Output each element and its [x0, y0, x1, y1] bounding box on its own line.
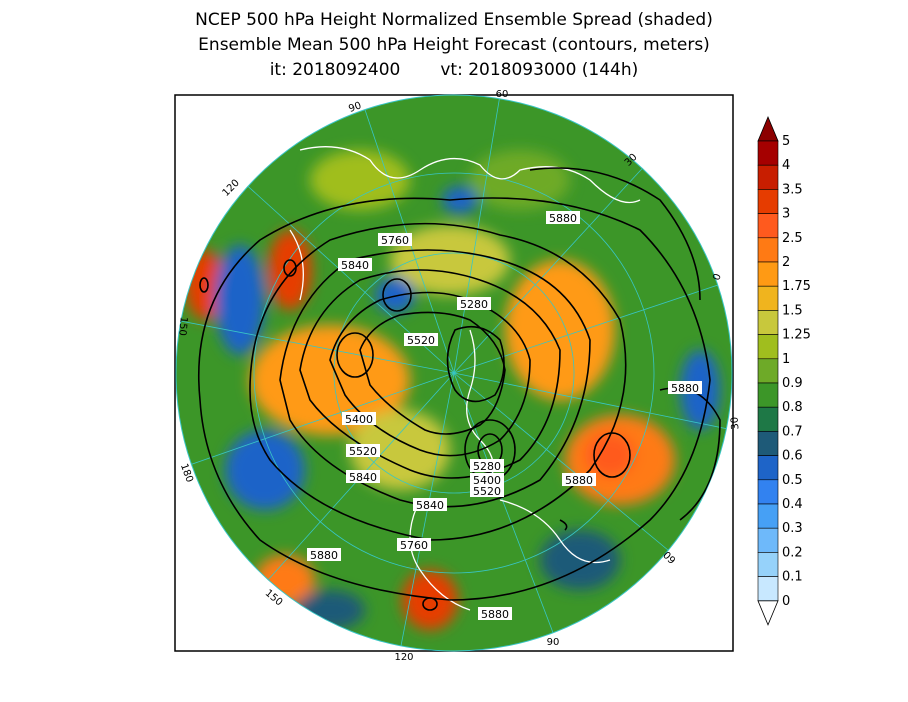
title-line-2: Ensemble Mean 500 hPa Height Forecast (c…: [198, 35, 710, 55]
colorbar-label: 0.9: [782, 376, 803, 391]
svg-text:5400: 5400: [345, 413, 373, 426]
colorbar-swatch: [757, 310, 779, 335]
colorbar-label: 0.7: [782, 424, 803, 439]
contour-label: 5840: [338, 258, 372, 272]
svg-text:5840: 5840: [349, 471, 377, 484]
colorbar-swatch: [757, 503, 779, 529]
colorbar-label: 0.8: [782, 400, 803, 415]
svg-text:5880: 5880: [671, 382, 699, 395]
svg-text:5520: 5520: [349, 445, 377, 458]
contour-label: 5280: [470, 459, 504, 473]
svg-text:5760: 5760: [400, 539, 428, 552]
contour-label: 5880: [478, 607, 512, 621]
colorbar-label: 0.3: [782, 521, 803, 536]
init-time: it: 2018092400: [269, 60, 401, 80]
lon-label: 30: [729, 416, 741, 430]
contour-label: 5520: [346, 444, 380, 458]
colorbar-swatch: [757, 406, 779, 432]
lon-label: 60: [496, 89, 509, 100]
map-boundary: [175, 94, 733, 652]
lon-label: 90: [547, 637, 560, 648]
colorbar-swatch: [757, 358, 779, 384]
colorbar-swatch: [757, 213, 779, 239]
colorbar-label: 0.4: [782, 497, 803, 512]
contour-label: 5520: [470, 484, 504, 498]
contour-label: 5400: [342, 412, 376, 426]
svg-text:5840: 5840: [416, 499, 444, 512]
svg-text:5400: 5400: [473, 474, 501, 487]
colorbar-swatch: [757, 285, 779, 311]
svg-text:5880: 5880: [310, 549, 338, 562]
colorbar-label: 2.5: [782, 231, 803, 246]
colorbar-swatch: [757, 261, 779, 287]
contour-label: 5880: [546, 211, 580, 225]
colorbar-label: 3.5: [782, 182, 803, 197]
title-line-3: it: 2018092400 vt: 2018093000 (144h): [0, 58, 908, 82]
lon-label: 150: [176, 316, 189, 336]
svg-text:5520: 5520: [473, 485, 501, 498]
svg-text:5280: 5280: [473, 460, 501, 473]
colorbar-swatch: [757, 164, 779, 190]
colorbar-swatch: [757, 576, 779, 602]
colorbar-swatch: [757, 527, 779, 553]
contour-label: 5760: [397, 538, 431, 552]
contour-label: 5760: [378, 233, 412, 247]
contour-labels: 5760 5840 5880 5280 5520 5400 5520 5840 …: [307, 211, 702, 621]
contour-label: 5880: [668, 381, 702, 395]
colorbar-swatch: [757, 552, 779, 577]
colorbar-swatch: [757, 237, 779, 263]
svg-text:5840: 5840: [341, 259, 369, 272]
title-line-1: NCEP 500 hPa Height Normalized Ensemble …: [195, 10, 713, 30]
lon-label: 90: [347, 100, 363, 115]
colorbar-label: 1.5: [782, 303, 803, 318]
colorbar-label: 1: [782, 352, 790, 367]
lon-label: 0: [711, 272, 724, 282]
valid-time: vt: 2018093000 (144h): [440, 60, 639, 80]
colorbar-bottom-arrow: [757, 600, 779, 626]
colorbar-label: 1.75: [782, 279, 811, 294]
contour-label: 5520: [404, 333, 438, 347]
svg-text:5520: 5520: [407, 334, 435, 347]
lon-label: 120: [394, 652, 413, 663]
svg-text:5280: 5280: [460, 298, 488, 311]
colorbar-label: 2: [782, 255, 790, 270]
colorbar-label: 1.25: [782, 328, 811, 343]
colorbar: 5 4 3.5 3 2.5 2 1.75 1.5 1.25 1 0.9 0.8 0.7 0.6 0.5 0.4…: [757, 115, 811, 626]
contour-label: 5880: [307, 548, 341, 562]
colorbar-swatch: [757, 382, 779, 408]
svg-text:5880: 5880: [549, 212, 577, 225]
contour-label: 5400: [470, 473, 504, 487]
colorbar-label: 0.2: [782, 545, 803, 560]
svg-text:5880: 5880: [481, 608, 509, 621]
colorbar-label: 0.1: [782, 570, 803, 585]
colorbar-label: 4: [782, 158, 790, 173]
colorbar-swatch: [757, 334, 779, 360]
colorbar-swatch: [757, 189, 779, 214]
contour-label: 5840: [413, 498, 447, 512]
colorbar-label: 3: [782, 207, 790, 222]
contour-label: 5880: [562, 473, 596, 487]
colorbar-swatch: [757, 140, 779, 166]
svg-text:5880: 5880: [565, 474, 593, 487]
graticule: [176, 95, 732, 651]
colorbar-label: 0: [782, 594, 790, 609]
svg-text:5760: 5760: [381, 234, 409, 247]
contour-label: 5840: [346, 470, 380, 484]
colorbar-swatch: [757, 479, 779, 505]
contour-label: 5280: [457, 297, 491, 311]
colorbar-swatch: [757, 455, 779, 481]
colorbar-swatch: [757, 431, 779, 456]
colorbar-label: 0.5: [782, 473, 803, 488]
colorbar-label: 5: [782, 134, 790, 149]
colorbar-label: 0.6: [782, 449, 803, 464]
colorbar-top-arrow: [757, 115, 779, 142]
